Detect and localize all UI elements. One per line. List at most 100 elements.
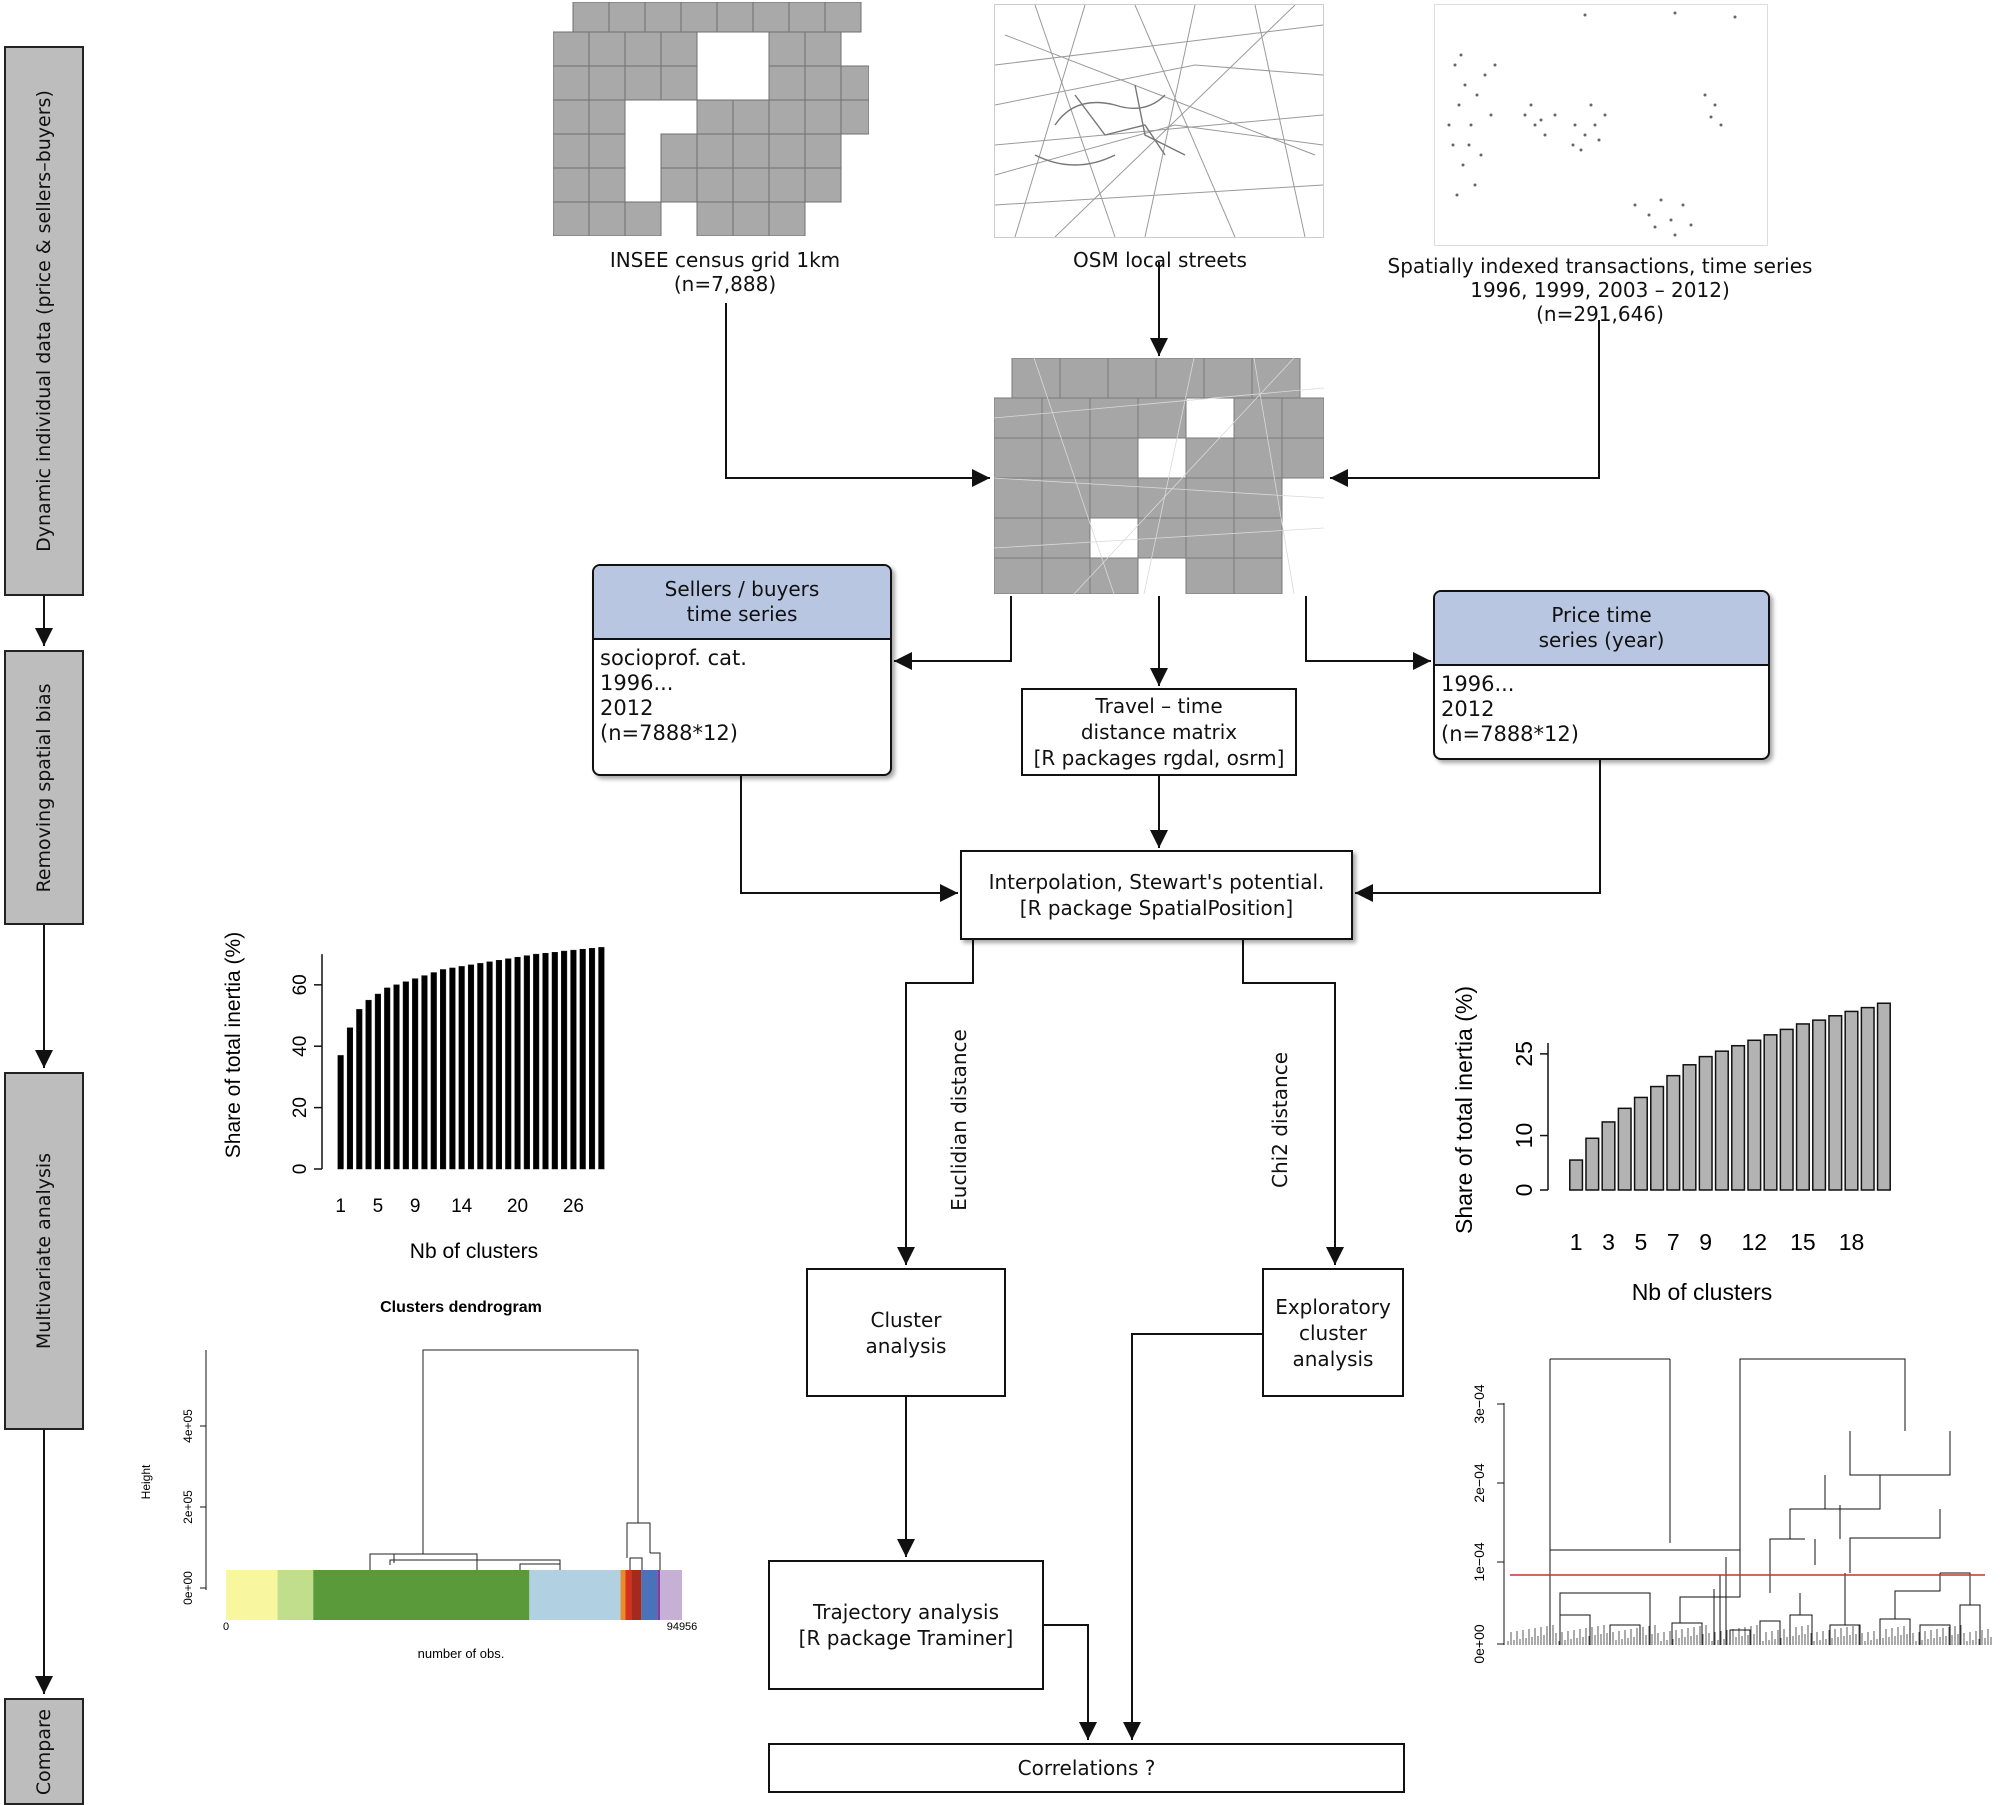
right-chart-xtick: 7 (1667, 1229, 1680, 1255)
right-chart-bar (1763, 1034, 1778, 1191)
left-chart-bar (467, 964, 475, 1170)
right-chart-ytick: 10 (1511, 1123, 1537, 1149)
insee-grid-map-image (552, 1, 870, 237)
left-chart-ytick: 0 (290, 1164, 311, 1175)
right-chart-bar (1844, 1010, 1859, 1191)
arrow-sellers-to-interp (740, 776, 958, 902)
right-chart-ylabel: Share of total inertia (%) (1451, 986, 1477, 1234)
dendro-left-ytick-0: 0e+00 (181, 1571, 195, 1605)
left-chart-bar (477, 963, 484, 1170)
left-chart-xtick: 1 (335, 1196, 346, 1217)
sellers-buyers-header: Sellers / buyers time series (594, 566, 890, 640)
cluster-analysis-box: Cluster analysis (806, 1268, 1006, 1397)
dendro-left-x-end: 94956 (667, 1621, 698, 1633)
arrow-map-to-price (1305, 596, 1431, 670)
price-time-series-body: 1996... 2012 (n=7888*12) (1441, 672, 1579, 746)
left-chart-bar (393, 984, 400, 1170)
combined-map (993, 357, 1325, 595)
insee-grid-map (552, 1, 870, 237)
dendro-right-ytick-0: 0e+00 (1471, 1624, 1487, 1664)
right-chart-bar (1633, 1096, 1648, 1191)
dendro-left-ytick-1: 2e+05 (181, 1490, 195, 1524)
price-time-series-box: Price time series (year) 1996... 2012 (n… (1433, 590, 1770, 760)
right-chart-xtick: 3 (1602, 1229, 1615, 1255)
dendro-left-band (641, 1570, 658, 1620)
transactions-map (1434, 4, 1768, 246)
arrow-transactions-to-map (1330, 320, 1600, 487)
left-chart-bar (579, 948, 586, 1170)
dendro-left-band (657, 1570, 661, 1620)
right-chart-xtick: 18 (1839, 1229, 1865, 1255)
travel-time-box: Travel – time distance matrix [R package… (1021, 688, 1297, 776)
dendro-left-band (313, 1570, 530, 1620)
right-chart-xtick: 12 (1742, 1229, 1768, 1255)
right-chart-xtick: 5 (1635, 1229, 1648, 1255)
osm-streets-map-image (994, 4, 1324, 238)
arrow-traj-to-corr (1044, 1624, 1097, 1740)
dendro-left-title: Clusters dendrogram (380, 1299, 542, 1316)
dendro-left-band (620, 1570, 626, 1620)
right-chart-bar (1876, 1002, 1891, 1191)
dendro-right-tree (1549, 1358, 1981, 1645)
right-chart-bar (1714, 1050, 1729, 1191)
left-chart-ytick: 20 (290, 1097, 311, 1118)
left-chart-bar (505, 958, 512, 1170)
left-chart-bar (412, 978, 419, 1170)
right-chart-bar (1860, 1006, 1875, 1191)
arrow-explor-to-corr (1123, 1333, 1262, 1740)
left-chart-bar (523, 955, 530, 1170)
left-chart-bar (356, 1009, 363, 1170)
arrow-price-to-interp (1355, 760, 1601, 902)
left-chart-bar (561, 950, 568, 1170)
left-chart-bar (533, 953, 540, 1170)
left-chart-bar (542, 952, 549, 1170)
arrow-interp-to-explor (1242, 940, 1344, 1265)
transactions-caption: Spatially indexed transactions, time ser… (1387, 254, 1813, 326)
left-chart-bar (365, 999, 372, 1170)
right-chart-bar (1731, 1044, 1746, 1191)
left-chart-ylabel: Share of total inertia (%) (222, 932, 245, 1158)
left-chart-ytick: 60 (290, 974, 311, 995)
left-chart-bar (551, 952, 558, 1170)
left-chart-xtick: 26 (563, 1196, 584, 1217)
left-chart-bar (402, 981, 409, 1170)
dendro-right-ytick-1: 1e−04 (1471, 1542, 1487, 1582)
left-inertia-chart: Share of total inertia (%) Nb of cluster… (222, 932, 605, 1263)
left-chart-bar (598, 947, 605, 1170)
left-chart-bar (495, 960, 502, 1170)
right-chart-bar (1666, 1074, 1681, 1191)
left-chart-bar (440, 969, 447, 1170)
stage-dynamic-data: Dynamic individual data (price & sellers… (4, 46, 84, 596)
left-chart-bar (346, 1027, 354, 1170)
right-chart-xtick: 15 (1790, 1229, 1816, 1255)
dendro-right-ytick-3: 3e−04 (1471, 1384, 1487, 1424)
osm-streets-map (994, 4, 1324, 238)
dendro-left-ytick-2: 4e+05 (181, 1409, 195, 1443)
right-inertia-chart: Share of total inertia (%) Nb of cluster… (1451, 986, 1891, 1305)
left-chart-bar (430, 972, 437, 1170)
correlations-box: Correlations ? (768, 1743, 1405, 1793)
price-time-series-header: Price time series (year) (1435, 592, 1768, 666)
dendro-left-band (529, 1570, 621, 1620)
arrow-map-to-sellers (894, 596, 1012, 670)
right-chart-bar (1828, 1015, 1843, 1191)
left-chart-xtick: 14 (451, 1196, 473, 1217)
dendro-left-band (625, 1570, 632, 1620)
right-chart-xlabel: Nb of clusters (1632, 1279, 1773, 1305)
left-chart-xlabel: Nb of clusters (410, 1240, 538, 1263)
right-chart-bar (1795, 1023, 1810, 1191)
right-chart-bar (1682, 1064, 1697, 1191)
left-chart-xtick: 20 (507, 1196, 528, 1217)
dendro-left-xlabel: number of obs. (418, 1646, 505, 1661)
right-chart-bar (1617, 1107, 1632, 1191)
dendro-left-band (631, 1570, 642, 1620)
euclidian-distance-label: Euclidian distance (947, 1029, 971, 1211)
dendro-left-band (277, 1570, 314, 1620)
combined-map-image (993, 357, 1325, 595)
left-chart-bar (458, 966, 465, 1170)
right-chart-bar (1650, 1085, 1665, 1191)
right-chart-bar (1585, 1137, 1600, 1191)
right-chart-bar (1601, 1121, 1616, 1191)
left-dendrogram: Clusters dendrogram Height number of obs… (139, 1299, 698, 1661)
